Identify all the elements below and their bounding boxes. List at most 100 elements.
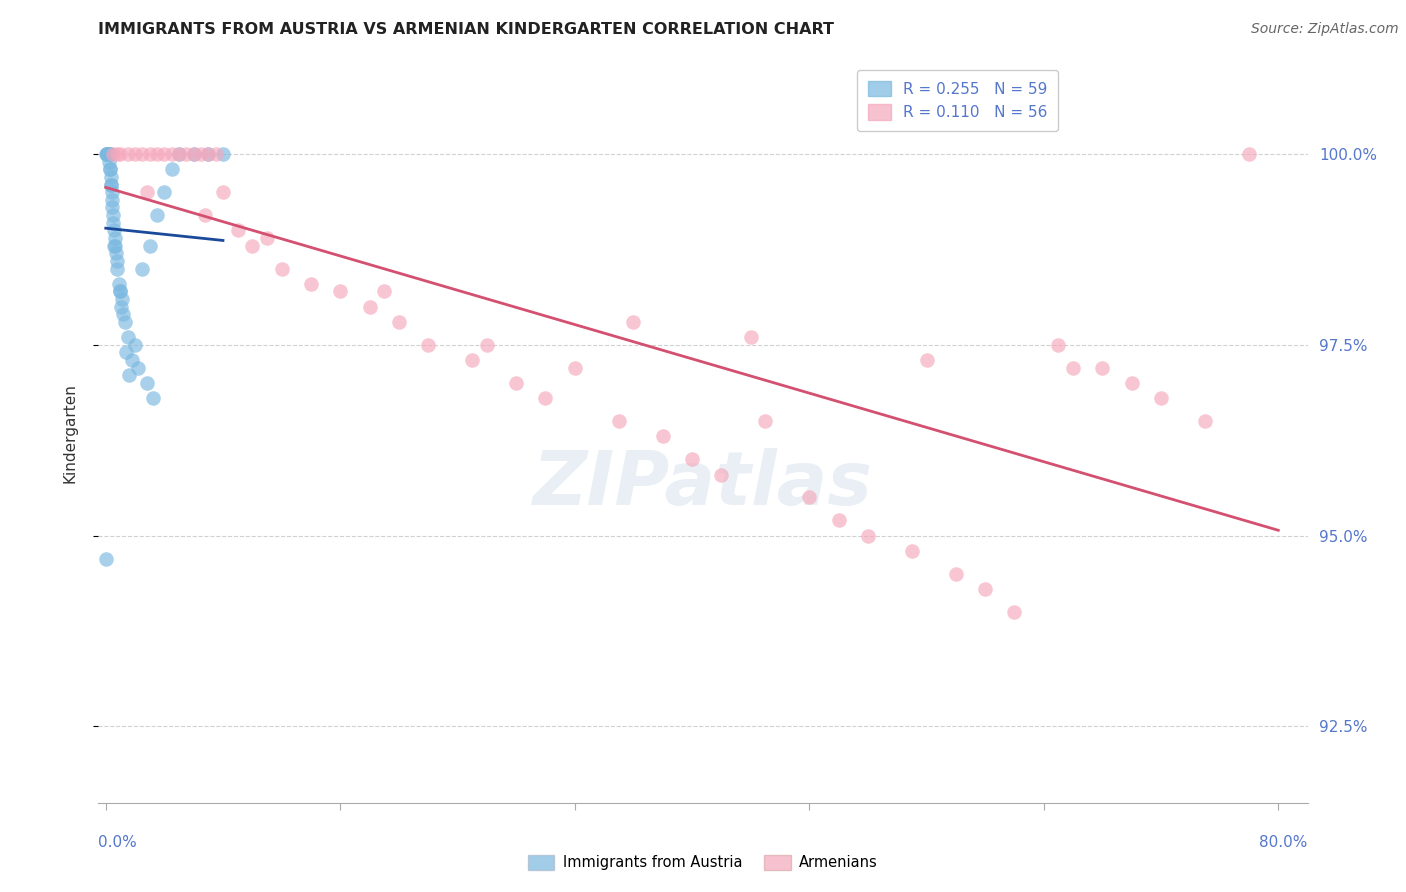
Point [101, 208, 124, 222]
Point [101, 193, 124, 207]
Point [388, 315, 411, 329]
Point [754, 414, 776, 428]
Legend: Immigrants from Austria, Armenians: Immigrants from Austria, Armenians [522, 848, 884, 876]
Point [856, 529, 879, 543]
Point [98, 147, 121, 161]
Legend: R = 0.255   N = 59, R = 0.110   N = 56: R = 0.255 N = 59, R = 0.110 N = 56 [858, 70, 1059, 131]
Point [197, 147, 219, 161]
Point [98, 147, 121, 161]
Point [146, 147, 169, 161]
Point [124, 147, 146, 161]
Point [107, 261, 129, 276]
Point [142, 391, 165, 405]
Point [97, 147, 120, 161]
Text: 0.0%: 0.0% [98, 836, 138, 850]
Point [505, 376, 527, 390]
Point [112, 307, 135, 321]
Point [226, 223, 249, 237]
Point [1062, 360, 1084, 375]
Point [138, 147, 160, 161]
Point [827, 513, 849, 527]
Point [96, 147, 118, 161]
Point [1237, 147, 1260, 161]
Point [98, 162, 121, 177]
Point [98, 154, 121, 169]
Point [97, 147, 120, 161]
Point [1194, 414, 1216, 428]
Point [135, 185, 157, 199]
Point [799, 491, 821, 505]
Point [117, 147, 139, 161]
Point [97, 147, 120, 161]
Point [110, 300, 132, 314]
Point [270, 261, 292, 276]
Point [197, 147, 219, 161]
Point [534, 391, 557, 405]
Point [138, 238, 160, 252]
Point [475, 338, 498, 352]
Point [146, 208, 169, 222]
Point [945, 566, 967, 581]
Point [97, 147, 120, 161]
Point [1004, 605, 1026, 619]
Point [461, 353, 484, 368]
Point [115, 345, 138, 359]
Point [135, 376, 157, 390]
Point [131, 147, 153, 161]
Point [194, 208, 217, 222]
Point [100, 169, 122, 184]
Point [96, 147, 118, 161]
Point [564, 360, 586, 375]
Point [607, 414, 630, 428]
Point [124, 338, 146, 352]
Point [153, 147, 176, 161]
Point [107, 147, 129, 161]
Point [740, 330, 762, 344]
Point [101, 216, 124, 230]
Point [153, 185, 176, 199]
Point [418, 338, 440, 352]
Point [118, 368, 141, 383]
Point [96, 551, 118, 566]
Point [131, 261, 153, 276]
Point [103, 238, 125, 252]
Point [212, 147, 235, 161]
Point [1121, 376, 1143, 390]
Point [1091, 360, 1114, 375]
Text: Source: ZipAtlas.com: Source: ZipAtlas.com [1251, 22, 1399, 37]
Point [96, 147, 118, 161]
Point [97, 147, 120, 161]
Y-axis label: Kindergarten: Kindergarten [63, 383, 77, 483]
Point [100, 178, 122, 192]
Point [103, 231, 125, 245]
Point [100, 178, 122, 192]
Point [621, 315, 644, 329]
Point [114, 315, 136, 329]
Point [183, 147, 205, 161]
Point [373, 285, 395, 299]
Point [108, 277, 131, 291]
Point [108, 285, 131, 299]
Point [160, 147, 183, 161]
Point [160, 162, 183, 177]
Point [127, 360, 149, 375]
Point [212, 185, 235, 199]
Point [110, 147, 132, 161]
Point [167, 147, 190, 161]
Point [1150, 391, 1173, 405]
Point [256, 231, 278, 245]
Point [117, 330, 139, 344]
Point [110, 285, 132, 299]
Point [96, 147, 118, 161]
Point [121, 353, 143, 368]
Point [104, 238, 127, 252]
Point [329, 285, 352, 299]
Point [299, 277, 322, 291]
Point [183, 147, 205, 161]
Point [111, 292, 134, 306]
Point [96, 147, 118, 161]
Point [98, 147, 121, 161]
Point [651, 429, 673, 443]
Point [190, 147, 212, 161]
Point [96, 147, 118, 161]
